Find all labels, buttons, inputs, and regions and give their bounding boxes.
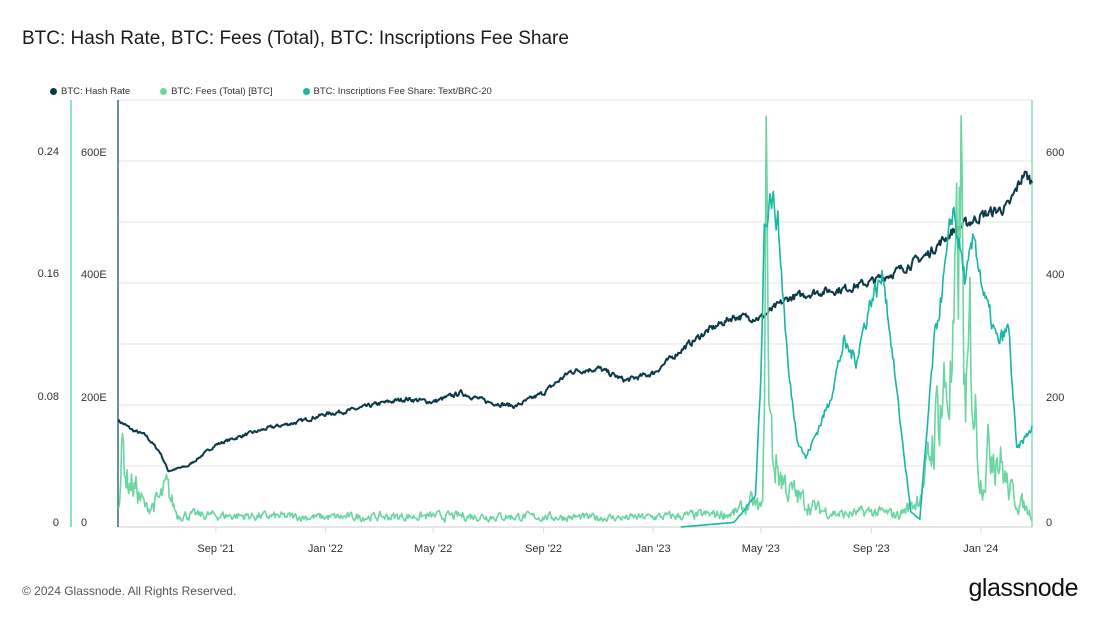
x-axis-tick: Sep '22 [525,543,562,555]
legend-item-fees[interactable]: BTC: Fees (Total) [BTC] [160,86,273,97]
legend-label: BTC: Hash Rate [61,86,131,97]
series-line-fees [117,115,1033,523]
share-dot-icon [302,87,310,95]
legend-label: BTC: Fees (Total) [BTC] [171,86,273,97]
x-axis-tick: Jan '22 [308,543,343,555]
legend: BTC: Hash Rate BTC: Fees (Total) [BTC] B… [50,86,492,97]
share-axis-tick: 0.16 [38,268,59,280]
series-line-hash [117,170,1033,473]
copyright: © 2024 Glassnode. All Rights Reserved. [22,584,237,598]
x-axis-tick: May '22 [414,543,452,555]
glassnode-logo: glassnode [968,574,1079,602]
hash-dot-icon [50,87,57,95]
hash-axis-tick: 200E [81,392,107,404]
x-axis-tick: Jan '24 [963,543,998,555]
legend-item-fee-share[interactable]: BTC: Inscriptions Fee Share: Text/BRC-20 [302,86,492,97]
x-axis-tick: May '23 [742,543,780,555]
fees-axis-tick: 400 [1046,269,1064,281]
share-axis-tick: 0.08 [38,391,59,403]
legend-item-hash-rate[interactable]: BTC: Hash Rate [50,86,130,97]
series-line-share [680,190,1033,528]
hash-axis-tick: 0 [81,517,87,529]
fees-axis-tick: 600 [1046,147,1064,159]
x-axis-tick: Sep '23 [853,543,890,555]
fees-dot-icon [160,87,168,95]
share-axis-tick: 0 [53,517,59,529]
chart-title: BTC: Hash Rate, BTC: Fees (Total), BTC: … [22,28,569,49]
hash-axis-tick: 600E [81,147,107,159]
fees-axis-tick: 0 [1046,517,1052,529]
x-axis-tick: Sep '21 [197,543,234,555]
x-axis-tick: Jan '23 [636,543,671,555]
fees-axis-tick: 200 [1046,392,1064,404]
legend-label: BTC: Inscriptions Fee Share: Text/BRC-20 [313,86,492,97]
share-axis-tick: 0.24 [38,146,59,158]
hash-axis-tick: 400E [81,269,107,281]
